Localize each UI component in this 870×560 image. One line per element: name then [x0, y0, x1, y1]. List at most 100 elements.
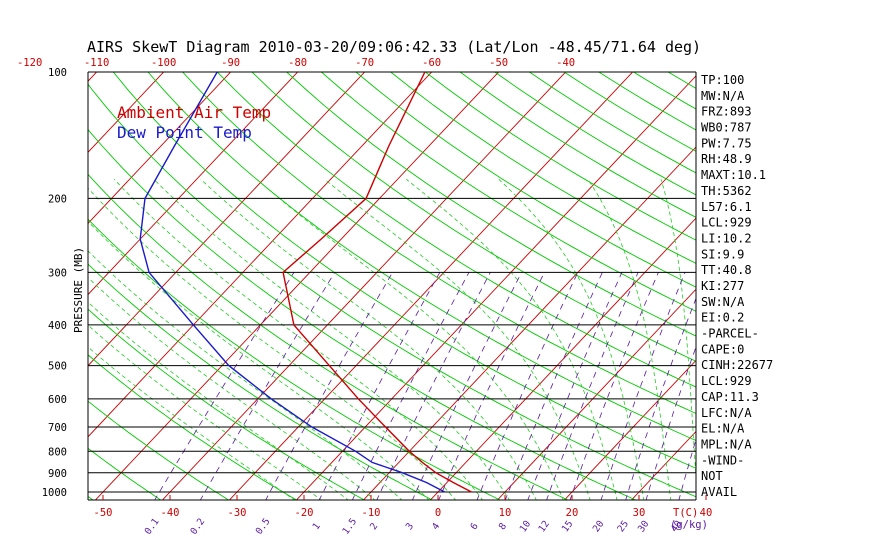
temp-top-tick-label: -90: [221, 57, 240, 69]
temp-top-tick-label: -120: [17, 57, 42, 69]
dry-adiabat-line: [88, 354, 298, 500]
isotherm-line: [88, 72, 232, 225]
mixing-ratio-tick-label: 2: [368, 521, 380, 532]
mixing-ratio-tick-label: 4: [430, 521, 442, 532]
index-text: WB0:787: [701, 121, 752, 135]
mixing-ratio-line: [504, 272, 603, 500]
dry-adiabat-line: [88, 400, 230, 500]
isotherm-line: [94, 72, 500, 500]
dry-adiabat-line: [0, 72, 26, 501]
index-text: FRZ:893: [701, 105, 752, 119]
isotherm-line: [0, 53, 48, 501]
dry-adiabat-line: [286, 72, 696, 337]
mixing-ratio-tick-label: 1: [311, 521, 323, 532]
moist-adiabat-line: [324, 178, 591, 500]
pressure-tick-label: 100: [48, 67, 67, 79]
moist-adiabat-line: [660, 179, 696, 484]
dry-adiabat-line: [147, 72, 696, 442]
pressure-tick-label: 700: [48, 422, 67, 434]
legend-ambient-air-temp: Ambient Air Temp: [117, 103, 271, 122]
isotherm-line: [765, 53, 870, 501]
index-text: NOT: [701, 469, 723, 483]
mixing-ratio-tick-label: 0.1: [143, 516, 162, 537]
temp-bottom-tick-label: -50: [94, 507, 113, 519]
mixing-ratio-tick-label: 1.5: [340, 516, 359, 536]
isotherm-line: [496, 288, 696, 500]
temp-top-tick-label: -60: [422, 57, 441, 69]
series-layer: [139, 72, 472, 493]
dry-adiabat-line: [88, 218, 502, 500]
isotherm-line: [228, 72, 634, 500]
temp-top-tick-label: -50: [489, 57, 508, 69]
moist-adiabat-line: [256, 178, 564, 500]
index-text: LI:10.2: [701, 231, 752, 245]
mixing-ratio-tick-label: 0.5: [254, 516, 273, 536]
mixing-ratio-tick-label: 6: [468, 521, 480, 532]
mixing-ratio-line: [600, 272, 686, 500]
temp-bottom-tick-label: 10: [499, 507, 512, 519]
mixing-ratio-line: [376, 272, 491, 500]
mixing-ratio-line: [678, 438, 696, 500]
mixing-ratio-tick-label: 20: [591, 518, 607, 534]
mixing-ratio-tick-label: 25: [615, 519, 631, 535]
moist-adiabat-line: [88, 277, 376, 500]
grid-layer: [0, 53, 870, 501]
pressure-tick-label: 500: [48, 361, 67, 373]
series-line-dew-point-temp: [139, 72, 446, 493]
index-text: LFC:N/A: [701, 406, 752, 420]
moist-adiabat-line: [88, 324, 322, 500]
mixing-ratio-line: [265, 272, 393, 500]
index-text: CAPE:0: [701, 342, 744, 356]
dry-adiabat-line: [88, 128, 637, 500]
index-text: KI:277: [701, 279, 744, 293]
isotherm-line: [429, 217, 696, 500]
legend-dew-point-temp: Dew Point Temp: [117, 123, 252, 142]
isotherm-line: [563, 359, 696, 500]
temp-unit-label: T(C): [673, 507, 698, 519]
isotherm-line: [161, 72, 567, 500]
moist-adiabat-line: [200, 178, 537, 500]
index-text: -PARCEL-: [701, 327, 759, 341]
pressure-tick-label: 400: [48, 320, 67, 332]
temp-top-tick-label: -100: [151, 57, 176, 69]
index-text: RH:48.9: [701, 152, 752, 166]
dry-adiabat-line: [216, 72, 696, 388]
temp-top-tick-label: -80: [288, 57, 307, 69]
mixing-ratio-tick-label: 8: [497, 521, 509, 532]
mixing-ratio-line: [476, 272, 579, 500]
moist-adiabat-line: [113, 178, 484, 500]
index-text: SI:9.9: [701, 247, 744, 261]
index-text: -WIND-: [701, 453, 744, 467]
dry-adiabat-line: [425, 72, 696, 241]
y-axis-label: PRESSURE (MB): [72, 247, 85, 333]
mixing-ratio-line: [625, 297, 696, 500]
temp-bottom-tick-label: 20: [566, 507, 579, 519]
pressure-tick-label: 1000: [42, 487, 67, 499]
index-text: MPL:N/A: [701, 437, 752, 451]
temp-top-tick-label: -40: [556, 57, 575, 69]
mixing-ratio-line: [645, 345, 696, 500]
moist-adiabat-line: [88, 301, 349, 500]
moist-adiabat-line: [498, 178, 645, 500]
index-text: L57:6.1: [701, 200, 752, 214]
mixing-ratio-line: [351, 272, 470, 500]
pressure-tick-label: 600: [48, 394, 67, 406]
moist-adiabat-line: [153, 178, 510, 500]
dry-adiabat-line: [112, 72, 696, 469]
index-text: LCL:929: [701, 374, 752, 388]
temp-top-tick-label: -110: [84, 57, 109, 69]
mixing-ratio-line: [318, 272, 441, 500]
moist-adiabat-line: [405, 178, 618, 500]
dry-adiabat-line: [88, 447, 162, 500]
index-text: CINH:22677: [701, 358, 773, 372]
index-text: MAXT:10.1: [701, 168, 766, 182]
dry-adiabat-line: [88, 308, 366, 500]
moist-adiabat-line: [587, 178, 672, 500]
isotherm-line: [88, 72, 165, 153]
isotherm-line: [88, 72, 366, 367]
mixing-ratio-line: [199, 272, 335, 500]
mixing-ratio-line: [569, 272, 659, 500]
index-text: TH:5362: [701, 184, 752, 198]
